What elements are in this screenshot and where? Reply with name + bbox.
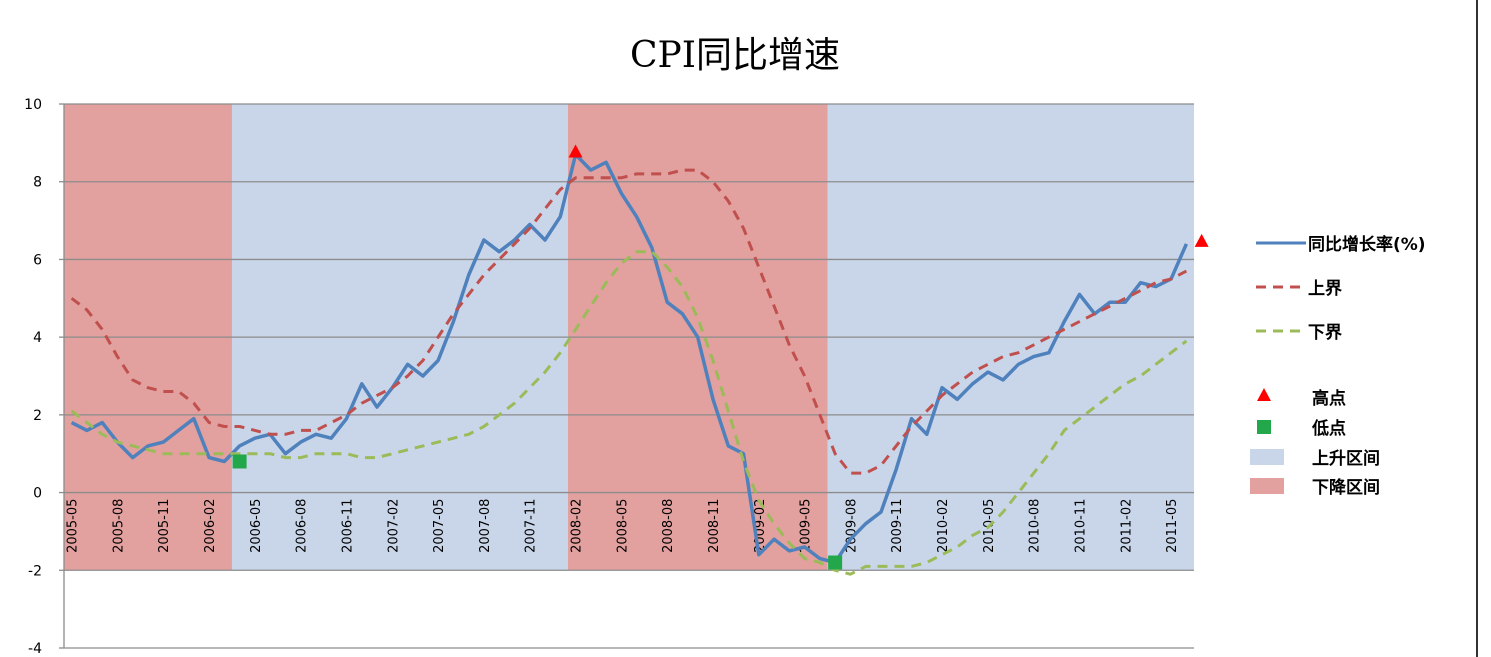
- x-tick-label: 2010-02: [936, 499, 951, 553]
- series-line-1: [70, 168, 1188, 475]
- y-tick-label: 2: [33, 408, 42, 424]
- x-tick-label: 2006-08: [295, 499, 310, 553]
- legend-high-label: 高点: [1312, 388, 1346, 409]
- y-tick-label: -2: [28, 563, 42, 579]
- x-tick-label: 2007-02: [386, 499, 401, 553]
- x-tick-label: 2006-02: [203, 499, 218, 553]
- x-tick-label: 2008-11: [707, 499, 722, 553]
- gridlines-layer: [59, 103, 1194, 649]
- x-tick-label: 2007-08: [478, 499, 493, 553]
- x-tick-label: 2009-05: [799, 499, 814, 553]
- legend-up-swatch: [1250, 449, 1284, 465]
- x-tick-label: 2008-05: [615, 499, 630, 553]
- high-point-marker: [568, 144, 583, 158]
- y-tick-label: -4: [28, 641, 42, 657]
- x-tick-label: 2006-05: [249, 499, 264, 553]
- markers-layer: [232, 144, 1209, 570]
- y-tick-label: 6: [33, 252, 42, 268]
- x-tick-label: 2010-08: [1028, 499, 1043, 553]
- chart-title: CPI同比增速: [630, 35, 840, 76]
- series-line-0: [70, 152, 1189, 565]
- x-tick-label: 2010-11: [1073, 499, 1088, 553]
- x-tick-label: 2011-05: [1165, 499, 1180, 553]
- x-tick-label: 2006-11: [341, 499, 356, 553]
- x-tick-label: 2005-11: [157, 499, 172, 553]
- x-tick-label: 2008-08: [661, 499, 676, 553]
- legend-label-0: 同比增长率(%): [1308, 234, 1426, 255]
- x-tick-label: 2008-02: [570, 499, 585, 553]
- series-line-2: [70, 250, 1188, 576]
- legend-high-icon: [1257, 388, 1271, 401]
- series-layer: [70, 152, 1189, 576]
- y-tick-label: 10: [24, 97, 42, 113]
- legend-low-icon: [1257, 420, 1271, 434]
- legend-label-2: 下界: [1308, 323, 1342, 343]
- x-tick-label: 2007-11: [524, 499, 539, 553]
- y-tick-label: 0: [33, 486, 42, 502]
- legend-up-label: 上升区间: [1312, 448, 1380, 469]
- legend-down-label: 下降区间: [1312, 477, 1380, 498]
- y-tick-label: 4: [33, 330, 42, 346]
- y-tick-label: 8: [33, 175, 42, 191]
- x-tick-label: 2005-05: [66, 499, 81, 553]
- x-tick-label: 2005-08: [111, 499, 126, 553]
- high-point-marker: [1194, 233, 1209, 247]
- x-tick-label: 2007-05: [432, 499, 447, 553]
- x-tick-labels: 2005-05 2005-08 2005-11 2006-02 2006-05 2006-…: [66, 499, 1180, 553]
- y-tick-labels: -4 -2 0 2 4 6 8 10: [24, 97, 42, 657]
- low-point-marker: [828, 555, 843, 570]
- legend-down-swatch: [1250, 478, 1284, 494]
- low-point-marker: [232, 454, 247, 469]
- legend-label-1: 上界: [1308, 279, 1342, 299]
- x-tick-label: 2011-02: [1119, 499, 1134, 553]
- x-tick-label: 2009-08: [844, 499, 859, 553]
- x-tick-label: 2009-11: [890, 499, 905, 553]
- legend-low-label: 低点: [1311, 418, 1346, 439]
